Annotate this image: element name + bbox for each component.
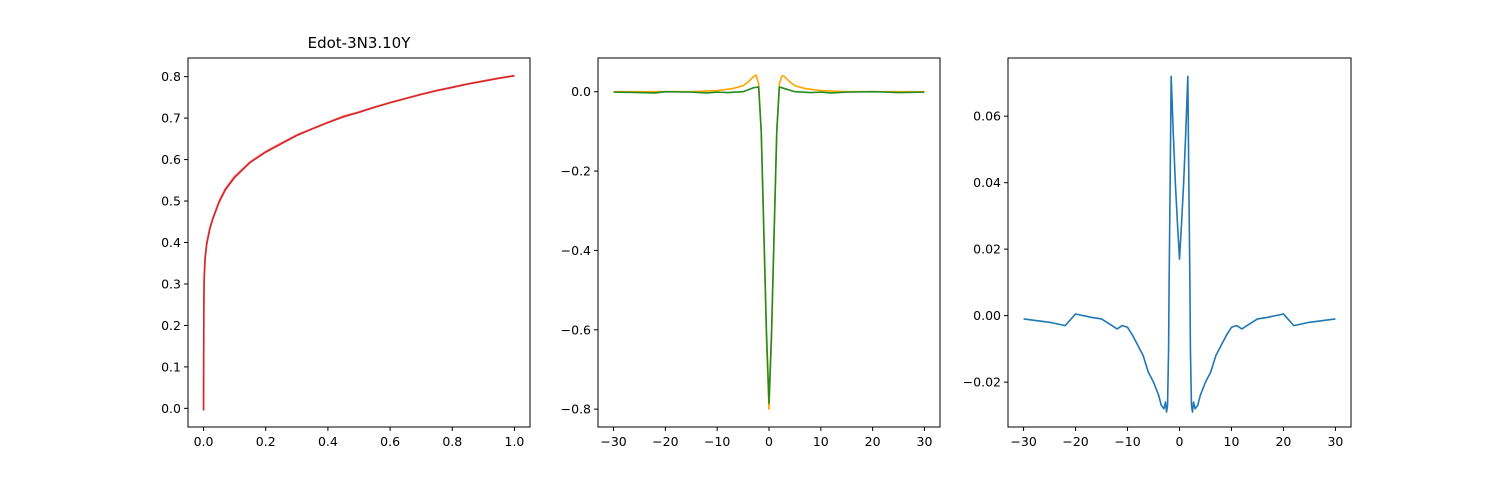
x-tick-label: −20 <box>1062 434 1088 449</box>
y-tick-label: 0.6 <box>161 152 181 167</box>
chart-title: Edot-3N3.10Y <box>308 34 412 52</box>
series-line-2 <box>202 75 515 411</box>
y-tick-label: 0.8 <box>161 69 181 84</box>
y-tick-label: 0.1 <box>161 359 181 374</box>
x-tick-label: 0.0 <box>194 434 214 449</box>
x-tick-label: 0 <box>765 434 773 449</box>
x-tick-label: 0.6 <box>380 434 400 449</box>
x-tick-label: 0 <box>1176 434 1184 449</box>
x-tick-label: 30 <box>1327 434 1343 449</box>
axes-frame <box>187 57 531 428</box>
series-line-2 <box>613 86 925 404</box>
y-tick-label: 0.7 <box>161 111 181 126</box>
x-tick-label: −20 <box>652 434 678 449</box>
x-tick-label: 20 <box>1275 434 1291 449</box>
x-tick-label: 30 <box>917 434 933 449</box>
y-tick-label: 0.00 <box>973 308 1001 323</box>
x-tick-label: 0.4 <box>318 434 338 449</box>
axes-frame <box>597 57 941 428</box>
chart-3: −30 −20 −10 0 10 20 30 0.06 0.04 0.02 0.00 −0.02 <box>963 57 1352 449</box>
y-tick-label: −0.2 <box>561 164 591 179</box>
y-tick-label: 0.5 <box>161 194 181 209</box>
x-tick-label: 0.2 <box>256 434 276 449</box>
axes-frame <box>1007 57 1352 428</box>
y-tick-label: 0.0 <box>571 84 591 99</box>
x-tick-label: 1.0 <box>505 434 525 449</box>
x-tick-label: −10 <box>1114 434 1140 449</box>
y-tick-label: −0.8 <box>561 402 591 417</box>
y-tick-label: 0.0 <box>161 401 181 416</box>
x-tick-label: −10 <box>704 434 730 449</box>
y-tick-label: 0.3 <box>161 276 181 291</box>
chart-2: −30 −20 −10 0 10 20 30 0.0 −0.2 −0.4 −0.6 −0.8 <box>561 57 941 449</box>
x-tick-label: 10 <box>813 434 829 449</box>
x-tick-label: 20 <box>865 434 881 449</box>
series-line-1 <box>613 74 925 410</box>
y-tick-label: 0.2 <box>161 318 181 333</box>
y-tick-label: 0.06 <box>973 109 1001 124</box>
y-tick-label: 0.4 <box>161 235 181 250</box>
y-tick-label: 0.04 <box>973 175 1001 190</box>
chart-1: 0.0 0.2 0.4 0.6 0.8 1.0 0.0 0.1 0.2 0.3 0.4 0.5 0.6 0… <box>161 34 531 449</box>
y-tick-label: −0.02 <box>963 375 1001 390</box>
series-line-1 <box>1023 75 1336 413</box>
y-tick-label: −0.4 <box>561 243 591 258</box>
x-tick-label: 0.8 <box>442 434 462 449</box>
y-tick-label: −0.6 <box>561 322 591 337</box>
y-tick-label: 0.02 <box>973 242 1001 257</box>
series-line-1 <box>202 74 515 411</box>
x-tick-label: −30 <box>1010 434 1036 449</box>
x-tick-label: 10 <box>1224 434 1240 449</box>
x-tick-label: −30 <box>600 434 626 449</box>
